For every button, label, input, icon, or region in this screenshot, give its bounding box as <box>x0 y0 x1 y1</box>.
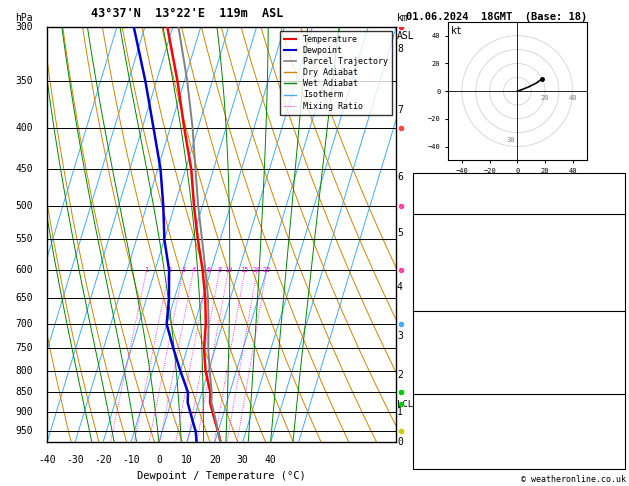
Text: 43°37'N  13°22'E  119m  ASL: 43°37'N 13°22'E 119m ASL <box>91 7 283 20</box>
Text: 1: 1 <box>145 267 148 273</box>
Text: ₑ (K): ₑ (K) <box>426 341 453 349</box>
Text: 20: 20 <box>209 455 221 465</box>
Text: 400: 400 <box>16 122 33 133</box>
Text: 20: 20 <box>541 95 549 101</box>
Text: 550: 550 <box>16 235 33 244</box>
Text: 8: 8 <box>218 267 221 273</box>
Text: 40: 40 <box>569 95 577 101</box>
Text: 800: 800 <box>16 366 33 376</box>
Text: 6: 6 <box>397 172 403 182</box>
Text: km: km <box>397 13 409 22</box>
Text: 6: 6 <box>206 267 211 273</box>
Text: 650: 650 <box>16 293 33 303</box>
Text: 950: 950 <box>16 426 33 436</box>
Text: LCL: LCL <box>397 400 413 409</box>
Text: 103: 103 <box>604 423 621 433</box>
Text: 30: 30 <box>610 451 621 461</box>
Text: Pressure (mb): Pressure (mb) <box>418 327 494 336</box>
Text: 25: 25 <box>262 267 270 273</box>
Legend: Temperature, Dewpoint, Parcel Trajectory, Dry Adiabat, Wet Adiabat, Isotherm, Mi: Temperature, Dewpoint, Parcel Trajectory… <box>280 31 392 115</box>
Text: -40: -40 <box>38 455 56 465</box>
Text: 30: 30 <box>506 137 515 143</box>
Text: -30: -30 <box>66 455 84 465</box>
Text: Surface: Surface <box>499 216 540 226</box>
Text: -1: -1 <box>610 354 621 364</box>
Text: 0: 0 <box>616 299 621 309</box>
Text: 13.5: 13.5 <box>598 243 621 254</box>
Text: Lifted Index: Lifted Index <box>418 271 489 281</box>
Text: 0: 0 <box>616 382 621 392</box>
Text: Hodograph: Hodograph <box>493 396 546 405</box>
Text: -1: -1 <box>610 271 621 281</box>
Text: ₑ(K): ₑ(K) <box>426 258 447 267</box>
Text: EH: EH <box>418 409 430 419</box>
Text: 2: 2 <box>167 267 171 273</box>
Text: hPa: hPa <box>16 13 33 22</box>
Text: Dewpoint / Temperature (°C): Dewpoint / Temperature (°C) <box>137 471 306 481</box>
Text: 2: 2 <box>397 370 403 381</box>
Text: K: K <box>418 174 424 184</box>
Text: θ: θ <box>418 258 424 267</box>
Text: 291: 291 <box>604 285 621 295</box>
Text: PW (cm): PW (cm) <box>418 202 459 212</box>
Text: 3: 3 <box>181 267 186 273</box>
Text: Mixing Ratio (g/kg): Mixing Ratio (g/kg) <box>437 179 447 290</box>
Text: 323: 323 <box>604 340 621 350</box>
Text: CIN (J): CIN (J) <box>418 382 459 392</box>
Text: -20: -20 <box>94 455 112 465</box>
Text: StmDir: StmDir <box>418 437 454 447</box>
Text: 300: 300 <box>16 22 33 32</box>
Text: 15: 15 <box>240 267 249 273</box>
Text: 450: 450 <box>16 164 33 174</box>
Text: 255°: 255° <box>598 437 621 447</box>
Text: Most Unstable: Most Unstable <box>481 312 557 323</box>
Text: 350: 350 <box>16 76 33 86</box>
Text: 40: 40 <box>265 455 277 465</box>
Text: 291: 291 <box>604 368 621 378</box>
Text: 0: 0 <box>156 455 162 465</box>
Text: 0: 0 <box>397 437 403 447</box>
Text: 48: 48 <box>610 188 621 198</box>
Text: 5: 5 <box>397 228 403 238</box>
Text: 8: 8 <box>397 44 403 54</box>
Text: 20: 20 <box>253 267 261 273</box>
Text: 7: 7 <box>397 104 403 115</box>
Text: -10: -10 <box>122 455 140 465</box>
Text: 3: 3 <box>397 331 403 342</box>
Text: 500: 500 <box>16 201 33 211</box>
Text: ASL: ASL <box>397 31 415 41</box>
Text: 700: 700 <box>16 319 33 329</box>
Text: CAPE (J): CAPE (J) <box>418 285 465 295</box>
Text: 1: 1 <box>397 407 403 417</box>
Text: Dewp (°C): Dewp (°C) <box>418 243 471 254</box>
Text: 30: 30 <box>237 455 248 465</box>
Text: 4: 4 <box>191 267 196 273</box>
Text: © weatheronline.co.uk: © weatheronline.co.uk <box>521 474 626 484</box>
Text: 2.11: 2.11 <box>598 202 621 212</box>
Text: SREH: SREH <box>418 423 442 433</box>
Text: 600: 600 <box>16 265 33 275</box>
Text: 10: 10 <box>181 455 192 465</box>
Text: 75: 75 <box>610 409 621 419</box>
Text: 750: 750 <box>16 344 33 353</box>
Text: 01.06.2024  18GMT  (Base: 18): 01.06.2024 18GMT (Base: 18) <box>406 12 587 22</box>
Text: 17: 17 <box>610 174 621 184</box>
Text: Lifted Index: Lifted Index <box>418 354 489 364</box>
Text: 4: 4 <box>397 282 403 292</box>
Text: θ: θ <box>418 341 424 349</box>
Text: 999: 999 <box>604 327 621 336</box>
Text: 323: 323 <box>604 257 621 267</box>
Text: StmSpd (kt): StmSpd (kt) <box>418 451 483 461</box>
Text: CIN (J): CIN (J) <box>418 299 459 309</box>
Text: kt: kt <box>451 26 462 36</box>
Text: 850: 850 <box>16 387 33 397</box>
Text: 900: 900 <box>16 407 33 417</box>
Text: CAPE (J): CAPE (J) <box>418 368 465 378</box>
Text: Totals Totals: Totals Totals <box>418 188 494 198</box>
Text: 10: 10 <box>224 267 233 273</box>
Text: 22.1: 22.1 <box>598 230 621 240</box>
Text: Temp (°C): Temp (°C) <box>418 230 471 240</box>
